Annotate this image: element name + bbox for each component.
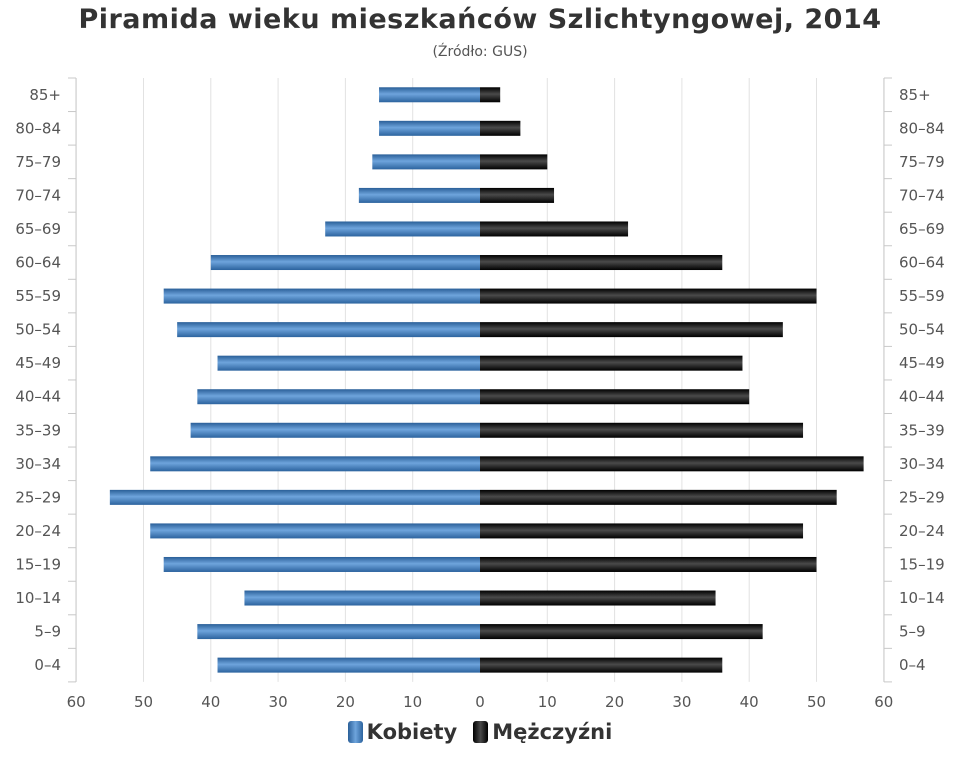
bar-women xyxy=(190,422,481,438)
bar-women xyxy=(358,187,480,203)
bar-men xyxy=(480,221,629,237)
bars-layer xyxy=(109,87,864,673)
bar-men xyxy=(480,87,501,103)
y-tick-label-right: 85+ xyxy=(899,86,931,104)
bar-men xyxy=(480,489,837,505)
bar-men xyxy=(480,355,743,371)
y-tick-label-right: 40–44 xyxy=(899,388,945,406)
y-tick-label-left: 25–29 xyxy=(15,488,61,506)
y-tick-label-right: 5–9 xyxy=(899,623,926,641)
x-tick-label: 0 xyxy=(475,693,485,711)
bar-men xyxy=(480,389,750,405)
bar-men xyxy=(480,456,864,472)
y-tick-label-left: 40–44 xyxy=(15,388,61,406)
x-tick-label: 20 xyxy=(605,693,624,711)
x-tick-label: 30 xyxy=(269,693,288,711)
x-tick-label: 20 xyxy=(336,693,355,711)
bar-women xyxy=(163,288,480,304)
legend-label-women: Kobiety xyxy=(366,720,458,744)
y-tick-label-right: 45–49 xyxy=(899,354,945,372)
bar-women xyxy=(379,87,480,103)
x-tick-label: 60 xyxy=(874,693,893,711)
x-tick-label: 10 xyxy=(538,693,557,711)
bar-men xyxy=(480,523,804,539)
legend-label-men: Mężczyźni xyxy=(492,720,613,744)
y-tick-label-left: 10–14 xyxy=(15,589,61,607)
y-tick-label-right: 65–69 xyxy=(899,220,945,238)
bar-men xyxy=(480,288,817,304)
y-tick-label-left: 50–54 xyxy=(15,321,61,339)
y-tick-label-left: 0–4 xyxy=(34,656,61,674)
legend-swatch-women xyxy=(347,721,363,743)
bar-women xyxy=(372,154,480,170)
bar-men xyxy=(480,255,723,271)
y-tick-label-right: 10–14 xyxy=(899,589,945,607)
bar-men xyxy=(480,120,521,136)
y-tick-label-right: 35–39 xyxy=(899,421,945,439)
bar-men xyxy=(480,422,804,438)
legend-item-men[interactable]: Mężczyźni xyxy=(473,720,612,744)
bar-women xyxy=(379,120,480,136)
y-tick-label-right: 70–74 xyxy=(899,186,945,204)
y-tick-label-left: 65–69 xyxy=(15,220,61,238)
y-tick-label-left: 70–74 xyxy=(15,186,61,204)
bar-women xyxy=(177,322,480,338)
x-tick-label: 40 xyxy=(201,693,220,711)
y-tick-label-right: 75–79 xyxy=(899,153,945,171)
y-tick-label-right: 80–84 xyxy=(899,119,945,137)
y-tick-label-right: 0–4 xyxy=(899,656,926,674)
bar-women xyxy=(325,221,480,237)
axis-layer: 60 50 40 30 20 10 0 10 20 30 40 50 60 85+ 85+ 80–84 80–8… xyxy=(15,77,945,711)
y-tick-label-left: 20–24 xyxy=(15,522,61,540)
bar-men xyxy=(480,187,555,203)
legend-item-women[interactable]: Kobiety xyxy=(347,720,458,744)
chart-subtitle: (Źródło: GUS) xyxy=(432,44,528,60)
y-tick-label-left: 15–19 xyxy=(15,555,61,573)
x-tick-label: 40 xyxy=(740,693,759,711)
bar-men xyxy=(480,657,723,673)
chart-title: Piramida wieku mieszkańców Szlichtyngowe… xyxy=(78,4,882,35)
legend-swatch-men xyxy=(473,721,489,743)
bar-men xyxy=(480,322,783,338)
y-tick-label-left: 5–9 xyxy=(34,623,61,641)
bar-women xyxy=(109,489,480,505)
y-tick-label-left: 55–59 xyxy=(15,287,61,305)
y-tick-label-left: 75–79 xyxy=(15,153,61,171)
y-tick-label-right: 60–64 xyxy=(899,254,945,272)
y-tick-label-left: 35–39 xyxy=(15,421,61,439)
y-tick-label-left: 45–49 xyxy=(15,354,61,372)
y-tick-label-right: 20–24 xyxy=(899,522,945,540)
y-tick-label-right: 55–59 xyxy=(899,287,945,305)
y-tick-label-right: 25–29 xyxy=(899,488,945,506)
bar-women xyxy=(210,255,481,271)
bar-men xyxy=(480,590,716,606)
bar-women xyxy=(217,355,480,371)
x-tick-label: 10 xyxy=(403,693,422,711)
x-tick-label: 60 xyxy=(67,693,86,711)
bar-women xyxy=(150,523,481,539)
x-tick-label: 50 xyxy=(807,693,826,711)
bar-men xyxy=(480,624,763,640)
bar-women xyxy=(163,556,480,572)
bar-men xyxy=(480,154,548,170)
bar-women xyxy=(244,590,480,606)
bar-men xyxy=(480,556,817,572)
y-tick-label-right: 15–19 xyxy=(899,555,945,573)
bar-women xyxy=(150,456,481,472)
y-tick-label-left: 80–84 xyxy=(15,119,61,137)
x-tick-label: 30 xyxy=(672,693,691,711)
bar-women xyxy=(217,657,480,673)
x-tick-label: 50 xyxy=(134,693,153,711)
y-tick-label-right: 50–54 xyxy=(899,321,945,339)
y-tick-label-left: 30–34 xyxy=(15,455,61,473)
legend: Kobiety Mężczyźni xyxy=(0,720,960,744)
bar-women xyxy=(197,389,480,405)
y-tick-label-right: 30–34 xyxy=(899,455,945,473)
bar-women xyxy=(197,624,480,640)
y-tick-label-left: 85+ xyxy=(29,86,61,104)
y-tick-label-left: 60–64 xyxy=(15,254,61,272)
